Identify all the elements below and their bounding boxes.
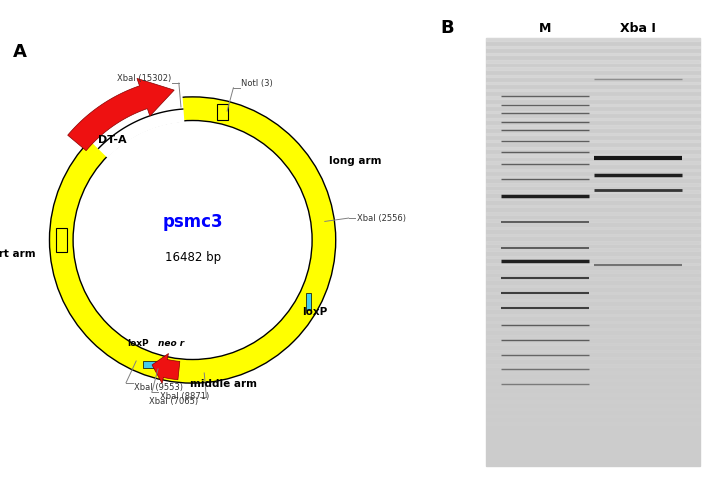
Text: M: M	[539, 22, 551, 35]
Text: long arm: long arm	[329, 156, 381, 166]
Text: A: A	[13, 43, 27, 61]
Text: loxP: loxP	[127, 338, 149, 348]
Bar	[486, 118, 700, 120]
Bar	[486, 364, 700, 367]
Bar	[486, 386, 700, 388]
Bar	[486, 422, 700, 424]
Text: XbaI (7065): XbaI (7065)	[150, 397, 198, 406]
Text: XbaI (9553): XbaI (9553)	[134, 383, 183, 392]
Bar	[486, 437, 700, 439]
Bar	[486, 132, 700, 135]
Text: loxP: loxP	[303, 307, 328, 317]
Bar	[486, 415, 700, 417]
Bar	[486, 313, 700, 316]
Polygon shape	[152, 353, 180, 384]
Text: 16482 bp: 16482 bp	[164, 251, 221, 264]
Bar	[486, 38, 700, 466]
Bar	[486, 67, 700, 70]
Bar	[486, 125, 700, 128]
Bar	[217, 104, 227, 120]
Bar	[306, 293, 311, 311]
Bar	[486, 372, 700, 374]
Bar	[486, 350, 700, 352]
Bar	[486, 343, 700, 345]
Text: middle arm: middle arm	[190, 379, 257, 389]
Text: XbaI (2556): XbaI (2556)	[357, 214, 405, 223]
Bar	[486, 357, 700, 360]
Bar	[486, 82, 700, 84]
Bar	[486, 111, 700, 113]
Bar	[486, 183, 700, 186]
Bar	[486, 140, 700, 142]
Text: Xba I: Xba I	[621, 22, 656, 35]
Bar	[486, 191, 700, 193]
Bar	[486, 38, 700, 41]
Bar	[486, 458, 700, 461]
Bar	[486, 444, 700, 446]
Bar	[486, 400, 700, 403]
Bar	[486, 451, 700, 454]
Text: XbaI (15302): XbaI (15302)	[116, 74, 171, 83]
Bar	[486, 379, 700, 381]
Bar	[486, 219, 700, 222]
Bar	[486, 335, 700, 337]
Bar	[486, 154, 700, 156]
Bar	[486, 234, 700, 236]
Bar	[486, 169, 700, 171]
Bar	[486, 60, 700, 62]
Bar	[486, 285, 700, 287]
Bar	[486, 466, 700, 468]
Bar	[486, 321, 700, 323]
Bar	[486, 299, 700, 301]
Bar	[486, 53, 700, 55]
Text: short arm: short arm	[0, 249, 35, 259]
Bar	[486, 256, 700, 258]
Bar	[56, 228, 66, 252]
Bar	[486, 328, 700, 330]
Bar	[486, 104, 700, 106]
Bar	[486, 74, 700, 77]
Bar	[486, 46, 700, 48]
Bar	[143, 361, 161, 368]
Bar	[486, 176, 700, 179]
Text: B: B	[441, 19, 454, 37]
Bar	[486, 227, 700, 229]
Bar	[486, 408, 700, 410]
Bar	[486, 430, 700, 432]
Text: NotI (3): NotI (3)	[241, 79, 273, 88]
Bar	[486, 248, 700, 251]
Text: psmc3: psmc3	[162, 214, 223, 231]
Bar	[486, 212, 700, 215]
Bar	[486, 270, 700, 273]
Bar	[486, 96, 700, 99]
Bar	[486, 277, 700, 280]
Bar	[486, 161, 700, 164]
Bar	[486, 198, 700, 200]
Bar	[486, 306, 700, 309]
Bar	[486, 147, 700, 149]
Bar	[486, 205, 700, 207]
Text: DT-A: DT-A	[98, 135, 127, 144]
Bar	[486, 292, 700, 294]
Bar	[486, 241, 700, 243]
Text: neo r: neo r	[157, 338, 184, 348]
Bar	[486, 393, 700, 396]
Bar	[486, 89, 700, 92]
Polygon shape	[68, 78, 174, 151]
Bar	[486, 263, 700, 265]
Text: XbaI (8871): XbaI (8871)	[160, 392, 209, 401]
